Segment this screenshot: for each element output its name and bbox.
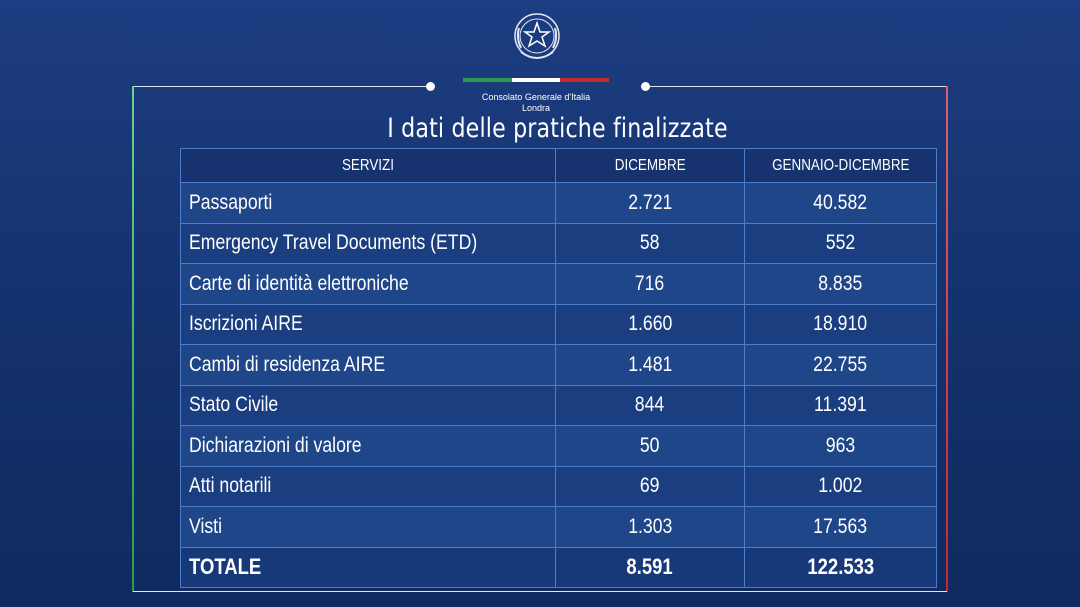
frame-dot-left	[426, 82, 435, 91]
total-december-cell: 8.591	[555, 546, 745, 588]
december-cell: 716	[555, 263, 745, 305]
italian-republic-emblem-icon	[514, 13, 560, 59]
consulate-city: Londra	[521, 103, 551, 113]
frame-dot-right	[641, 82, 650, 91]
december-cell: 58	[555, 222, 745, 264]
total-year-cell: 122.533	[744, 546, 937, 588]
table-row: Passaporti 2.721 40.582	[180, 182, 937, 224]
year-cell: 18.910	[744, 303, 937, 345]
total-row: TOTALE 8.591 122.533	[180, 546, 937, 588]
table-header-row: SERVIZI DICEMBRE GENNAIO-DICEMBRE	[180, 148, 937, 183]
december-cell: 2.721	[555, 182, 745, 224]
consulate-name: Consolato Generale d'Italia	[481, 92, 591, 102]
service-cell: Passaporti	[180, 182, 556, 224]
december-cell: 69	[555, 465, 745, 507]
table-row: Emergency Travel Documents (ETD) 58 552	[180, 222, 937, 264]
column-header-december: DICEMBRE	[555, 148, 745, 183]
service-cell: Visti	[180, 506, 556, 548]
december-cell: 844	[555, 384, 745, 426]
year-cell: 1.002	[744, 465, 937, 507]
december-cell: 1.481	[555, 344, 745, 386]
year-cell: 22.755	[744, 344, 937, 386]
year-cell: 963	[744, 425, 937, 467]
december-cell: 1.660	[555, 303, 745, 345]
italian-flag-bar	[463, 78, 610, 82]
year-cell: 11.391	[744, 384, 937, 426]
year-cell: 8.835	[744, 263, 937, 305]
service-cell: Cambi di residenza AIRE	[180, 344, 556, 386]
page-title: I dati delle pratiche finalizzate	[387, 113, 728, 144]
table-row: Atti notarili 69 1.002	[180, 465, 937, 507]
table-row: Visti 1.303 17.563	[180, 506, 937, 548]
services-table: SERVIZI DICEMBRE GENNAIO-DICEMBRE Passap…	[180, 148, 937, 588]
frame-left-green-line	[132, 86, 134, 592]
service-cell: Stato Civile	[180, 384, 556, 426]
frame-right-red-line	[946, 86, 948, 592]
column-header-year: GENNAIO-DICEMBRE	[744, 148, 937, 183]
service-cell: Iscrizioni AIRE	[180, 303, 556, 345]
service-cell: Carte di identità elettroniche	[180, 263, 556, 305]
table-row: Iscrizioni AIRE 1.660 18.910	[180, 303, 937, 345]
service-cell: Dichiarazioni di valore	[180, 425, 556, 467]
total-label-cell: TOTALE	[180, 546, 556, 588]
december-cell: 1.303	[555, 506, 745, 548]
table-row: Carte di identità elettroniche 716 8.835	[180, 263, 937, 305]
table-row: Stato Civile 844 11.391	[180, 384, 937, 426]
frame-top-left-line	[133, 86, 430, 87]
year-cell: 552	[744, 222, 937, 264]
frame-top-right-line	[646, 86, 947, 87]
table-row: Cambi di residenza AIRE 1.481 22.755	[180, 344, 937, 386]
service-cell: Emergency Travel Documents (ETD)	[180, 222, 556, 264]
service-cell: Atti notarili	[180, 465, 556, 507]
column-header-services: SERVIZI	[180, 148, 556, 183]
frame-bottom-line	[133, 591, 947, 592]
december-cell: 50	[555, 425, 745, 467]
year-cell: 17.563	[744, 506, 937, 548]
year-cell: 40.582	[744, 182, 937, 224]
table-row: Dichiarazioni di valore 50 963	[180, 425, 937, 467]
